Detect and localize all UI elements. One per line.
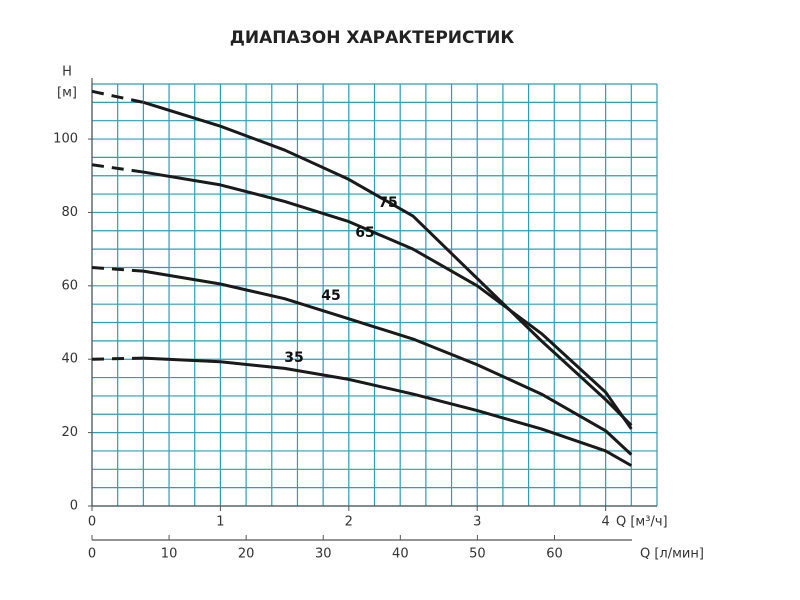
x2-tick-label: 20: [238, 547, 255, 562]
x-tick-label: 1: [216, 515, 224, 530]
y-tick-label: 100: [53, 132, 78, 147]
curve-dashed: [91, 163, 144, 174]
x-tick-label: 4: [601, 515, 609, 530]
y-axis-unit: [м]: [57, 86, 77, 101]
x2-tick-label: 30: [315, 547, 332, 562]
curve: [143, 170, 633, 430]
y-tick-label: 0: [70, 499, 78, 514]
y-tick-label: 40: [61, 352, 78, 367]
x-axis-label: Q [м³/ч]: [616, 515, 668, 530]
curve: [143, 356, 633, 467]
x-tick-label: 2: [345, 515, 353, 530]
curve-label: 65: [355, 225, 374, 241]
y-axis-label: H: [62, 65, 72, 80]
curve-label: 35: [284, 350, 303, 366]
chart-title: ДИАПАЗОН ХАРАКТЕРИСТИК: [230, 28, 515, 48]
x2-tick-label: 10: [161, 547, 178, 562]
curve-dashed: [91, 89, 144, 104]
x2-tick-label: 60: [546, 547, 563, 562]
curve-label: 45: [321, 288, 340, 304]
x2-axis-label: Q [л/мин]: [640, 547, 704, 562]
y-tick-label: 20: [61, 425, 78, 440]
x-tick-label: 0: [88, 515, 96, 530]
x2-tick-label: 0: [88, 547, 96, 562]
curve: [142, 100, 633, 427]
curve-dashed: [91, 356, 144, 361]
x-tick-label: 3: [473, 515, 481, 530]
curve: [143, 269, 633, 456]
curve-label: 75: [378, 195, 397, 211]
y-tick-label: 80: [61, 205, 78, 220]
x2-tick-label: 50: [469, 547, 486, 562]
x2-tick-label: 40: [392, 547, 409, 562]
curve-dashed: [91, 265, 144, 273]
y-tick-label: 60: [61, 278, 78, 293]
